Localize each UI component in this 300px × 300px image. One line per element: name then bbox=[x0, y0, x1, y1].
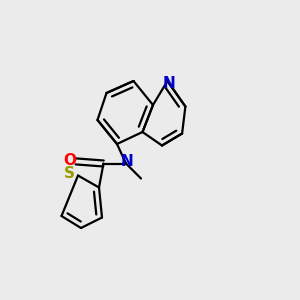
Text: S: S bbox=[64, 166, 75, 181]
Text: N: N bbox=[163, 76, 175, 91]
Text: N: N bbox=[121, 154, 133, 169]
Text: O: O bbox=[63, 153, 76, 168]
